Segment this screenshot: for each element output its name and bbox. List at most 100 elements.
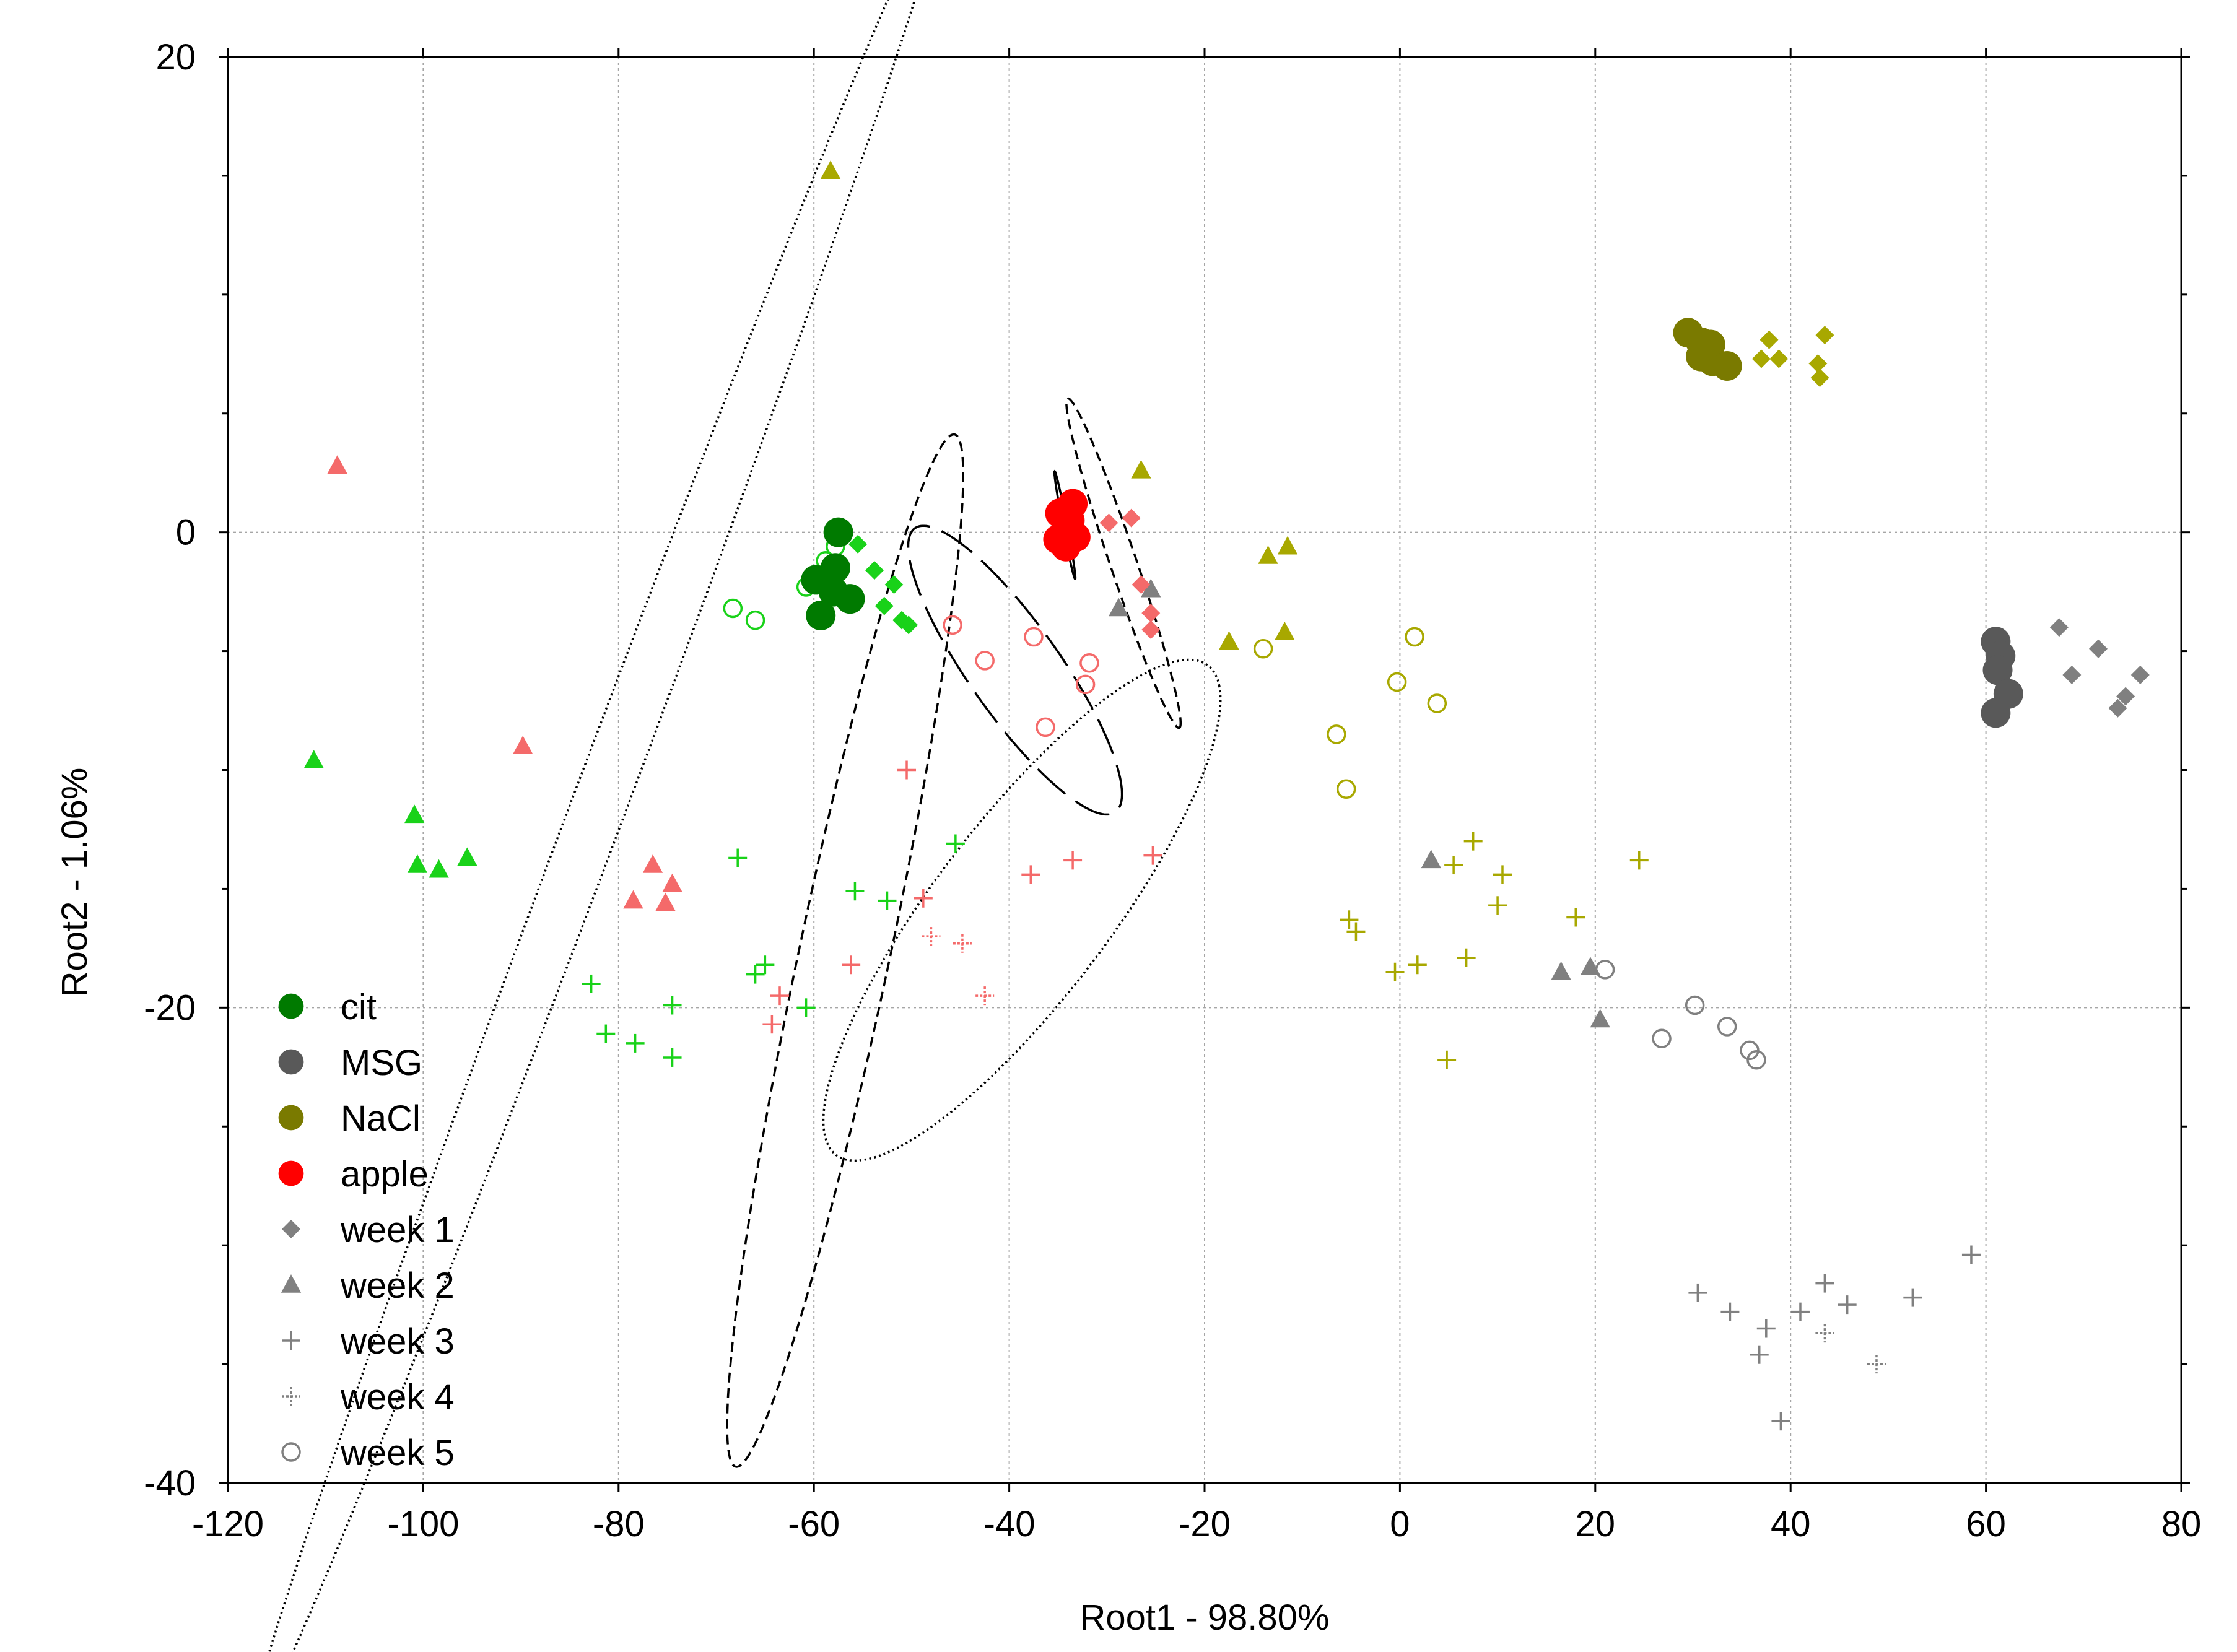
data-point [2049, 618, 2069, 637]
data-point [796, 998, 816, 1017]
data-point [2130, 665, 2150, 684]
data-point [1143, 846, 1162, 865]
data-point [1981, 698, 2011, 728]
legend-item: week 1 [282, 1210, 455, 1250]
legend-item: week 3 [282, 1321, 455, 1362]
x-tick-label: -120 [192, 1504, 264, 1544]
data-point [1982, 655, 2013, 685]
data-point [848, 534, 868, 554]
data-point [1141, 578, 1161, 598]
legend-item: week 4 [282, 1377, 455, 1417]
x-tick-label: 0 [1390, 1504, 1410, 1544]
data-point [1336, 779, 1356, 799]
data-point [1463, 832, 1483, 851]
data-point [663, 1048, 682, 1067]
data-point [1340, 910, 1359, 929]
data-point [1810, 368, 1829, 388]
data-point [770, 986, 790, 1006]
data-point [723, 598, 743, 619]
data-point [1075, 674, 1096, 695]
legend-marker [282, 1220, 300, 1238]
data-point [1760, 330, 1779, 349]
data-point [1132, 575, 1151, 594]
data-point [1688, 1283, 1707, 1302]
legend-marker [281, 1274, 302, 1293]
data-point [655, 892, 676, 911]
legend-label: MSG [341, 1043, 422, 1083]
data-point [1580, 957, 1601, 975]
data-point [946, 834, 965, 853]
data-point [663, 996, 682, 1015]
data-point [642, 854, 663, 873]
data-point [1253, 638, 1273, 659]
data-point [1493, 865, 1512, 884]
data-point [626, 1033, 645, 1053]
data-point [1405, 627, 1424, 647]
data-point [1036, 717, 1055, 737]
data-point [1385, 962, 1405, 981]
data-point [662, 873, 682, 892]
legend-item: MSG [278, 1043, 422, 1083]
data-point [303, 750, 324, 768]
data-point [1387, 672, 1407, 692]
data-point [1712, 350, 1742, 381]
data-point [1131, 459, 1151, 479]
data-point [623, 890, 643, 909]
data-point [1652, 1028, 1672, 1048]
data-point [1685, 995, 1705, 1015]
data-point [1790, 1302, 1810, 1321]
grid [228, 57, 2181, 1483]
data-point [1751, 349, 1771, 368]
data-point [1808, 354, 1828, 373]
x-tick-label: 40 [1771, 1504, 1811, 1544]
x-tick-label: 80 [2161, 1504, 2202, 1544]
data-point [1903, 1288, 1922, 1307]
data-point [728, 848, 748, 867]
data-point [1717, 1017, 1737, 1037]
data-point [1961, 1245, 1981, 1264]
data-point [1109, 598, 1129, 617]
data-point [1720, 1302, 1740, 1321]
legend-label: week 2 [340, 1266, 455, 1306]
data-point [842, 955, 861, 975]
data-point [1141, 620, 1161, 640]
data-point [1427, 693, 1447, 713]
data-point [1771, 1412, 1790, 1431]
data-point [1099, 513, 1118, 533]
data-point [457, 847, 477, 866]
data-point [1141, 604, 1161, 623]
data-point [922, 927, 941, 946]
y-tick-label: -20 [144, 988, 196, 1028]
data-point [806, 601, 836, 631]
x-tick-label: -100 [387, 1504, 459, 1544]
data-point [1437, 1050, 1457, 1069]
data-point [1750, 1345, 1769, 1364]
data-point [1551, 961, 1571, 980]
confidence-ellipse [907, 524, 1123, 816]
legend-marker [282, 1331, 300, 1350]
data-point [1769, 349, 1789, 368]
data-point [1219, 631, 1239, 650]
legend-item: apple [278, 1154, 429, 1194]
data-point [820, 553, 850, 583]
y-tick-label: -40 [144, 1463, 196, 1503]
data-point [874, 596, 894, 615]
data-point [2088, 639, 2108, 658]
legend-label: week 4 [340, 1377, 455, 1417]
data-point [762, 1015, 782, 1034]
legend-marker [278, 1049, 304, 1075]
data-point [1457, 948, 1476, 967]
data-point [1258, 546, 1278, 564]
data-point [327, 455, 347, 474]
data-point [878, 891, 897, 910]
data-point [596, 1024, 616, 1043]
data-point [2062, 665, 2082, 684]
data-point [1421, 850, 1442, 869]
x-axis-label: Root1 - 98.80% [1079, 1598, 1329, 1638]
data-point [1346, 922, 1366, 941]
data-point [756, 955, 775, 975]
data-point [953, 934, 972, 953]
data-point [1566, 908, 1585, 927]
data-point [1815, 1324, 1834, 1343]
